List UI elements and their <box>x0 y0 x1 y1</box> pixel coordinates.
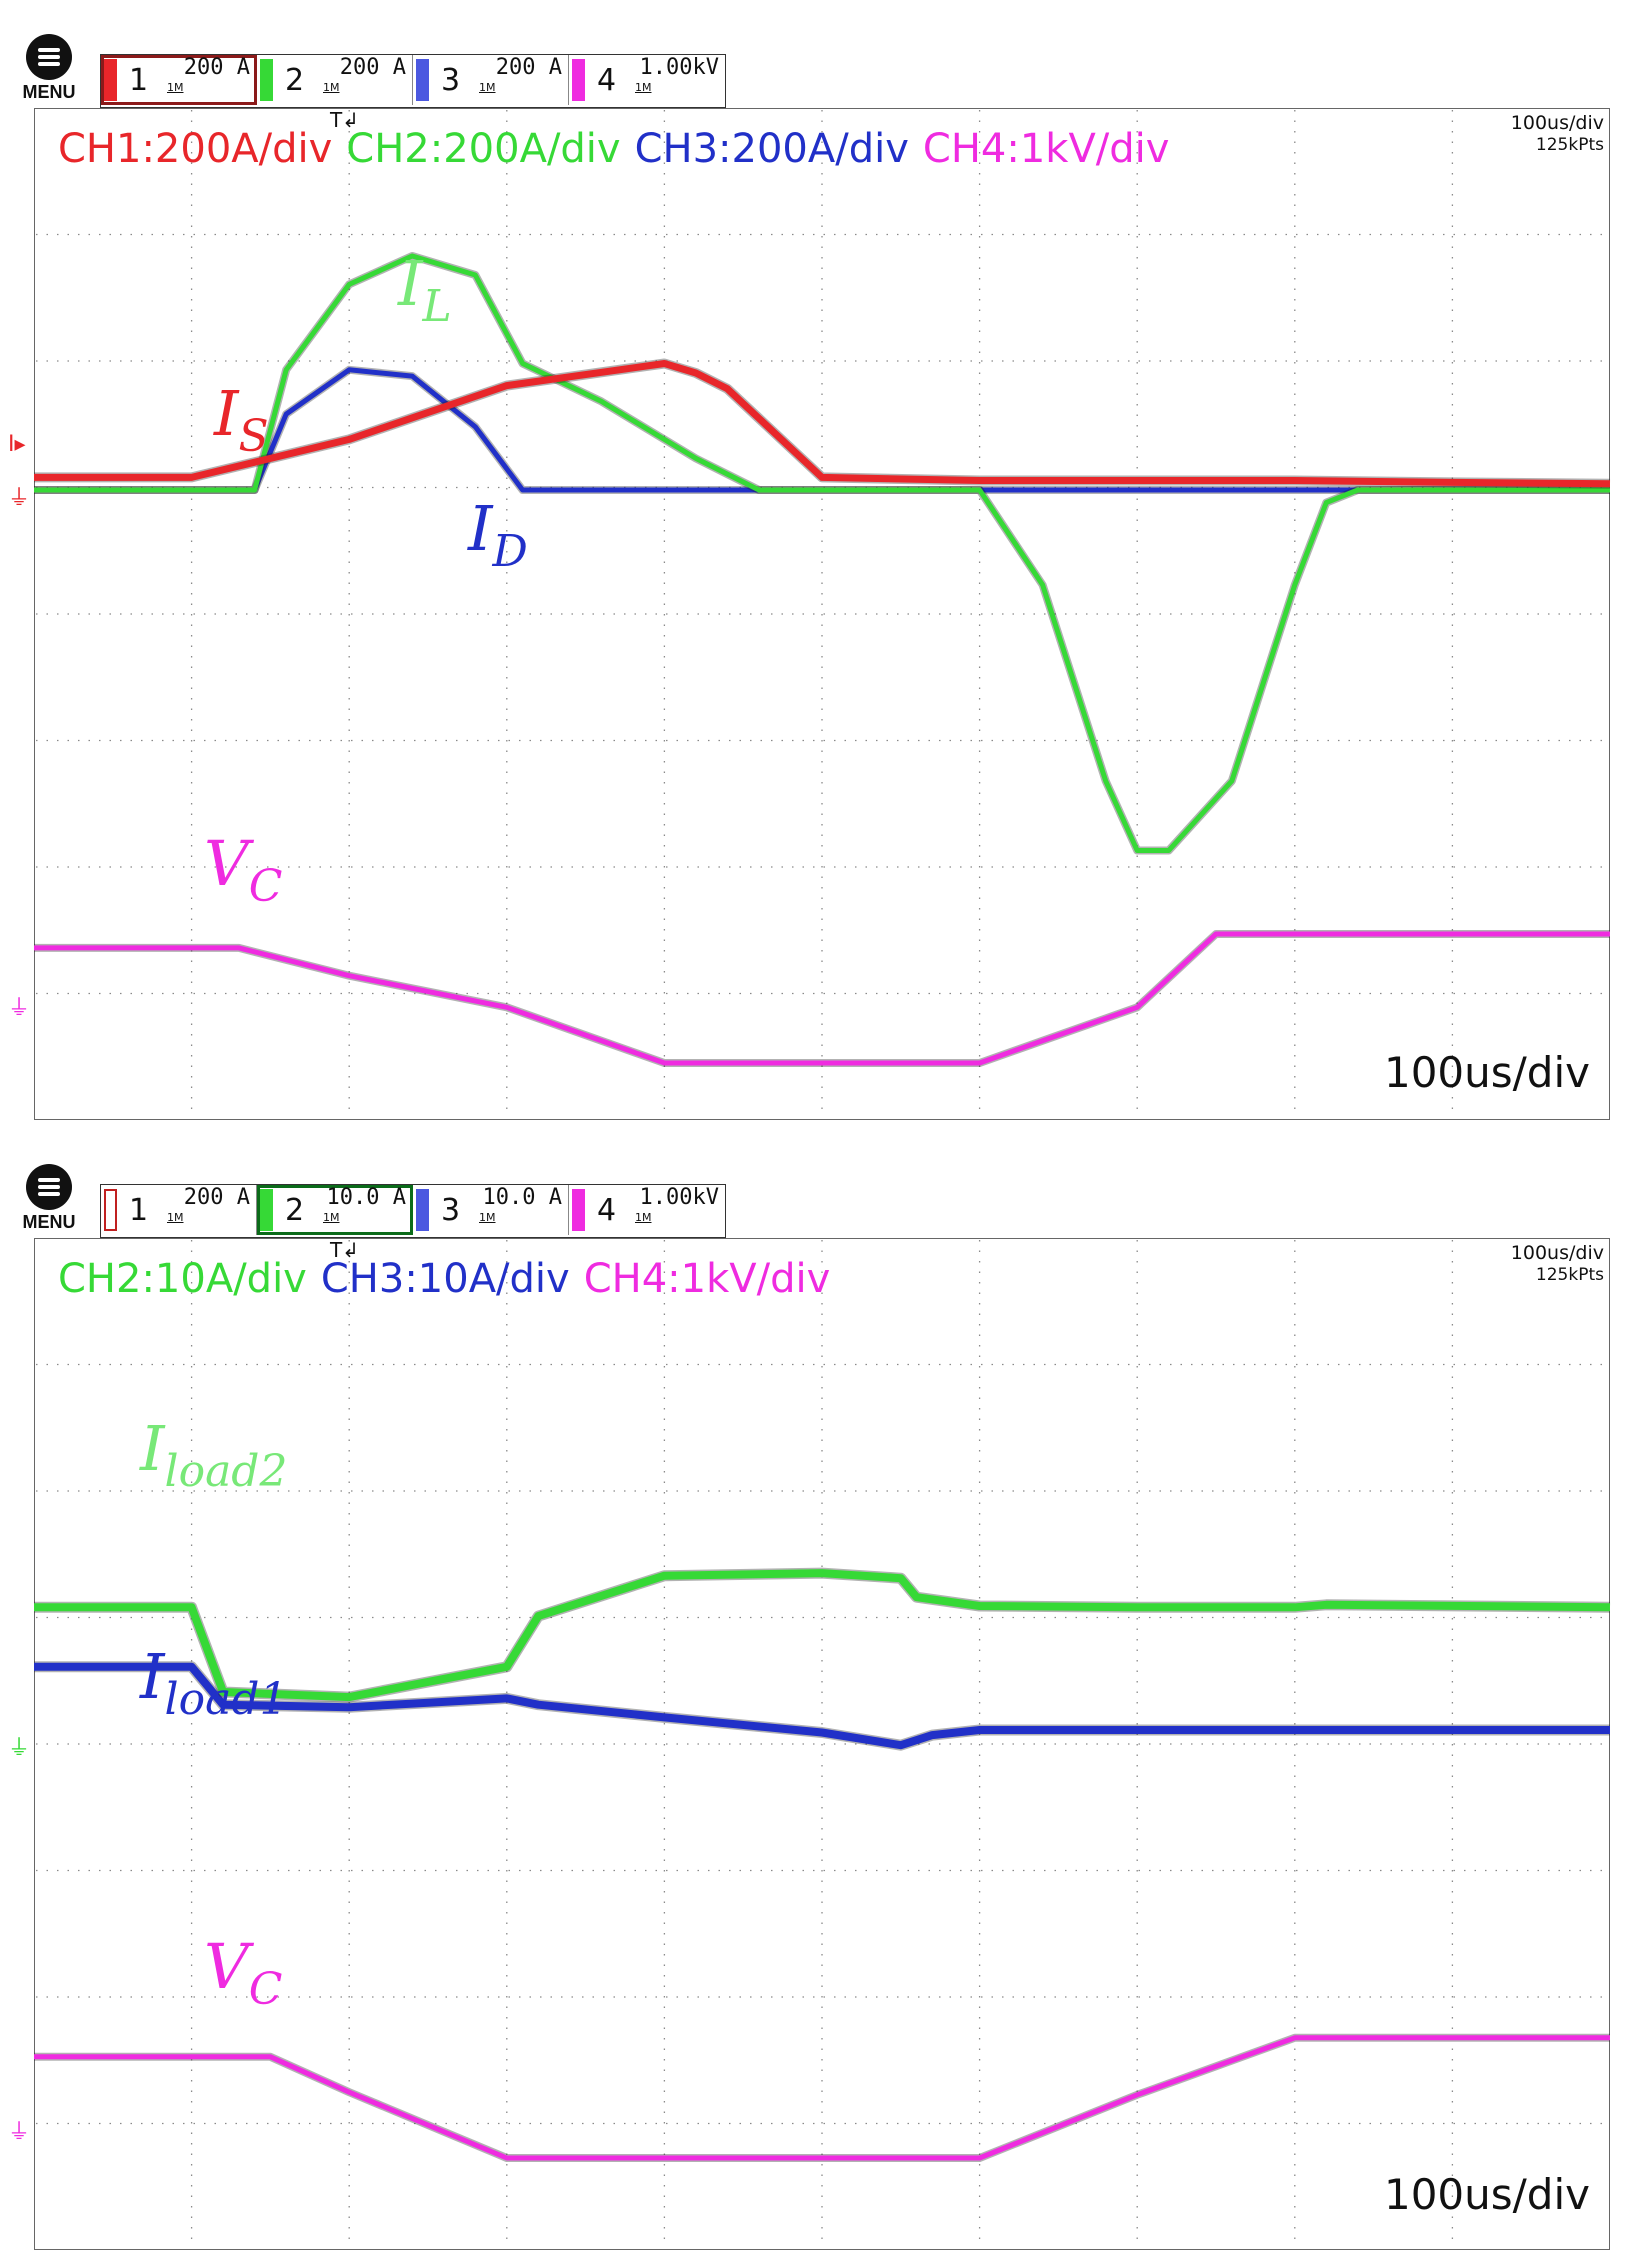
ch2-scale-label: CH2:10A/div <box>58 1256 307 1302</box>
channel-2-color <box>260 59 273 101</box>
channel-4-scale: 1.00kV <box>639 1185 719 1210</box>
channel-1-scale: 200 A <box>183 55 250 80</box>
ch4-scale-label: CH4:1kV/div <box>922 126 1170 172</box>
channel-3-number: 3 <box>441 63 461 98</box>
trace-vc <box>34 2035 1610 2161</box>
channel-4-impedance: 1M <box>635 1211 652 1224</box>
channel-strip: 1 1M 200 A 2 1M 200 A 3 1M 200 A 4 1M 1.… <box>100 54 726 108</box>
label-il: IL <box>397 247 452 332</box>
channel-2-scale: 10.0 A <box>326 1185 406 1210</box>
scope-plot-2: Iload2 Iload1 VC <box>34 1240 1611 2248</box>
channel-3-box[interactable]: 3 1M 10.0 A <box>413 1185 569 1235</box>
menu-label: MENU <box>22 1212 76 1232</box>
channel-3-box[interactable]: 3 1M 200 A <box>413 55 569 105</box>
ch4-scale-label: CH4:1kV/div <box>583 1256 831 1302</box>
ch4-zero-marker: ⏚ <box>8 2120 31 2145</box>
trace-iload1 <box>34 1662 1610 1750</box>
trace-id <box>34 367 1610 493</box>
scope-panel-2: MENU 1 1M 200 A 2 1M 10.0 A 3 1M 10.0 A … <box>0 1130 1628 2263</box>
channel-4-color <box>572 1189 585 1231</box>
channel-1-impedance: 1M <box>167 1211 184 1224</box>
scope-panel-1: MENU 1 1M 200 A 2 1M 200 A 3 1M 200 A 4 … <box>0 0 1628 1130</box>
channel-3-impedance: 1M <box>479 81 496 94</box>
channel-2-scale: 200 A <box>339 55 406 80</box>
channel-3-impedance: 1M <box>479 1211 496 1224</box>
menu-button[interactable]: MENU <box>14 34 84 104</box>
label-iload1: Iload1 <box>139 1640 287 1725</box>
graticule <box>36 110 1608 1118</box>
channel-4-color <box>572 59 585 101</box>
menu-icon <box>26 1164 72 1210</box>
channel-2-color <box>260 1189 273 1231</box>
channel-4-box[interactable]: 4 1M 1.00kV <box>569 55 725 105</box>
channel-2-impedance: 1M <box>323 81 340 94</box>
menu-button[interactable]: MENU <box>14 1164 84 1234</box>
channel-1-scale: 200 A <box>183 1185 250 1210</box>
label-id: ID <box>467 492 528 577</box>
points-value: 125kPts <box>1535 1265 1604 1285</box>
channel-2-box[interactable]: 2 1M 200 A <box>257 55 413 105</box>
channel-1-impedance: 1M <box>167 81 184 94</box>
channel-3-scale: 10.0 A <box>482 1185 562 1210</box>
trace-iload2 <box>34 1569 1611 1702</box>
ch2-zero-marker: ⏚ <box>8 1736 31 1761</box>
trace-is <box>34 360 1611 488</box>
trace-vc <box>34 931 1610 1066</box>
channel-2-number: 2 <box>285 1193 305 1228</box>
ch1-zero-marker: ⏚ <box>8 486 31 511</box>
channel-3-color <box>416 1189 429 1231</box>
ch3-scale-label: CH3:200A/div <box>634 126 909 172</box>
timebase-value: 100us/div <box>1510 112 1604 134</box>
trigger-position-icon: T↲ <box>330 108 359 132</box>
channel-2-box[interactable]: 2 1M 10.0 A <box>257 1185 413 1235</box>
channel-2-number: 2 <box>285 63 305 98</box>
label-vc: VC <box>204 827 282 912</box>
channel-strip: 1 1M 200 A 2 1M 10.0 A 3 1M 10.0 A 4 1M … <box>100 1184 726 1238</box>
channel-1-number: 1 <box>129 1193 149 1228</box>
channel-1-box[interactable]: 1 1M 200 A <box>101 55 257 105</box>
channel-1-box[interactable]: 1 1M 200 A <box>101 1185 257 1235</box>
channel-4-scale: 1.00kV <box>639 55 719 80</box>
graticule <box>36 1240 1608 2248</box>
channel-1-number: 1 <box>129 63 149 98</box>
label-is: IS <box>213 377 269 462</box>
scope-plot-1: IL IS ID VC <box>34 110 1611 1118</box>
trace-il <box>34 253 1610 853</box>
channel-2-impedance: 1M <box>323 1211 340 1224</box>
channel-4-number: 4 <box>597 63 617 98</box>
ch4-zero-marker: ⏚ <box>8 996 31 1021</box>
timebase-readout-2: 100us/div 125kPts <box>1511 1242 1604 1286</box>
menu-label: MENU <box>22 82 76 102</box>
ch1-ground-marker: I▸ <box>8 432 26 457</box>
channel-3-color <box>416 59 429 101</box>
channel-1-color <box>104 1189 117 1231</box>
channel-4-number: 4 <box>597 1193 617 1228</box>
channel-scale-labels-2: CH2:10A/div CH3:10A/div CH4:1kV/div <box>58 1256 844 1302</box>
label-iload2: Iload2 <box>139 1412 287 1497</box>
timebase-value: 100us/div <box>1510 1242 1604 1264</box>
points-value: 125kPts <box>1535 135 1604 155</box>
label-vc: VC <box>204 1930 282 2015</box>
channel-4-box[interactable]: 4 1M 1.00kV <box>569 1185 725 1235</box>
corner-timebase-1: 100us/div <box>1383 1048 1590 1097</box>
channel-scale-labels-1: CH1:200A/div CH2:200A/div CH3:200A/div CH4:… <box>58 126 1183 172</box>
channel-3-number: 3 <box>441 1193 461 1228</box>
trigger-position-icon: T↲ <box>330 1238 359 1262</box>
timebase-readout-1: 100us/div 125kPts <box>1511 112 1604 156</box>
ch1-scale-label: CH1:200A/div <box>58 126 333 172</box>
ch2-scale-label: CH2:200A/div <box>346 126 621 172</box>
channel-4-impedance: 1M <box>635 81 652 94</box>
corner-timebase-2: 100us/div <box>1383 2170 1590 2219</box>
menu-icon <box>26 34 72 80</box>
channel-1-color <box>104 59 117 101</box>
ch3-scale-label: CH3:10A/div <box>320 1256 570 1302</box>
channel-3-scale: 200 A <box>495 55 562 80</box>
